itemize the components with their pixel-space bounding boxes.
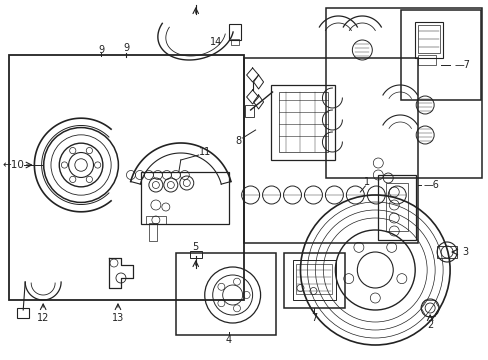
Text: 4: 4 <box>225 335 231 345</box>
Text: 11: 11 <box>198 147 210 157</box>
Bar <box>176 253 275 335</box>
Text: 1: 1 <box>364 177 369 187</box>
Text: 9: 9 <box>98 45 104 55</box>
Bar <box>228 24 240 40</box>
Text: ←10: ←10 <box>3 160 24 170</box>
Bar <box>17 308 29 318</box>
Bar <box>414 22 442 58</box>
Bar <box>417 55 435 65</box>
Bar <box>278 92 328 152</box>
Bar <box>145 216 165 224</box>
Bar <box>378 175 415 240</box>
Bar <box>244 105 253 117</box>
Text: 12: 12 <box>37 313 49 323</box>
Bar <box>401 10 480 100</box>
Bar <box>292 260 336 300</box>
Bar <box>9 55 243 300</box>
Bar <box>417 25 439 53</box>
Bar <box>283 253 345 308</box>
Text: 5: 5 <box>192 242 199 252</box>
Bar <box>326 8 481 178</box>
Bar <box>230 39 238 45</box>
Text: 9: 9 <box>122 43 129 53</box>
Text: —6: —6 <box>422 180 438 190</box>
Bar <box>148 223 157 241</box>
Bar <box>436 246 456 258</box>
Text: 8: 8 <box>235 136 241 146</box>
Text: 13: 13 <box>112 313 124 323</box>
Bar <box>141 172 228 224</box>
Text: 14: 14 <box>209 37 222 47</box>
Text: 2: 2 <box>426 320 432 330</box>
Text: 3: 3 <box>461 247 467 257</box>
Bar <box>189 251 202 258</box>
Bar <box>296 264 332 294</box>
Bar <box>386 183 407 231</box>
Text: 7: 7 <box>311 313 317 323</box>
Bar <box>243 58 417 243</box>
Bar <box>270 85 335 160</box>
Text: —7: —7 <box>453 60 469 70</box>
